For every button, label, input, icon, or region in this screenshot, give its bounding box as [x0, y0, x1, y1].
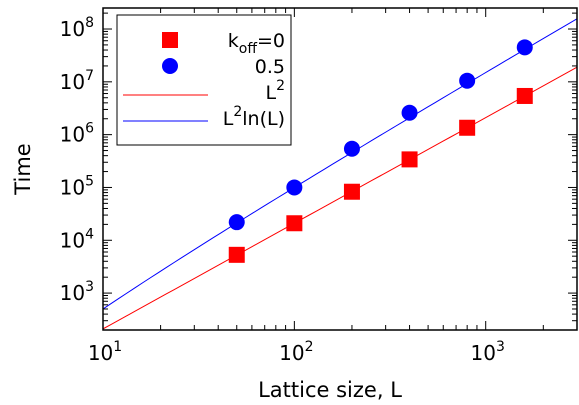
fit-lines [103, 18, 577, 330]
data-point-koff05-1 [286, 179, 303, 196]
legend-symbol-square [162, 32, 178, 48]
data-point-koff0-3 [401, 151, 418, 168]
legend-label-05: 0.5 [255, 56, 285, 78]
y-tick-label: 105 [60, 173, 94, 199]
x-axis-label: Lattice size, L [258, 378, 402, 402]
data-points [228, 39, 533, 263]
y-tick-label: 107 [60, 68, 94, 94]
y-axis-label: Time [11, 143, 35, 195]
data-point-koff0-1 [286, 215, 303, 232]
y-tick-label: 108 [60, 15, 94, 41]
axes-frame [102, 7, 578, 331]
data-point-koff0-0 [228, 246, 245, 263]
tick-labels: 101 102 103 103 104 105 106 107 108 [60, 15, 505, 365]
x-tick-label: 102 [279, 339, 313, 365]
data-point-koff05-0 [228, 214, 245, 231]
data-point-koff0-5 [516, 87, 533, 104]
y-tick-label: 106 [60, 121, 94, 147]
y-tick-label: 103 [60, 279, 94, 305]
legend-box [116, 14, 292, 146]
y-tick-label: 104 [60, 226, 94, 252]
legend-label-l2: L2 [265, 78, 285, 104]
x-tick-label: 101 [88, 339, 122, 365]
legend-symbol-circle [162, 58, 178, 74]
data-point-koff05-4 [459, 72, 476, 89]
fit-line-l2lnl [103, 18, 577, 310]
fit-line-l2 [103, 66, 577, 330]
data-point-koff05-3 [401, 104, 418, 121]
axis-ticks [102, 8, 578, 331]
data-point-koff05-5 [516, 39, 533, 56]
data-point-koff05-2 [343, 140, 360, 157]
data-point-koff0-4 [459, 119, 476, 136]
x-tick-label: 103 [471, 339, 505, 365]
legend-label-l2lnl: L2ln(L) [223, 104, 285, 130]
data-point-koff0-2 [343, 183, 360, 200]
legend-label-koff: koff=0 [228, 30, 285, 57]
